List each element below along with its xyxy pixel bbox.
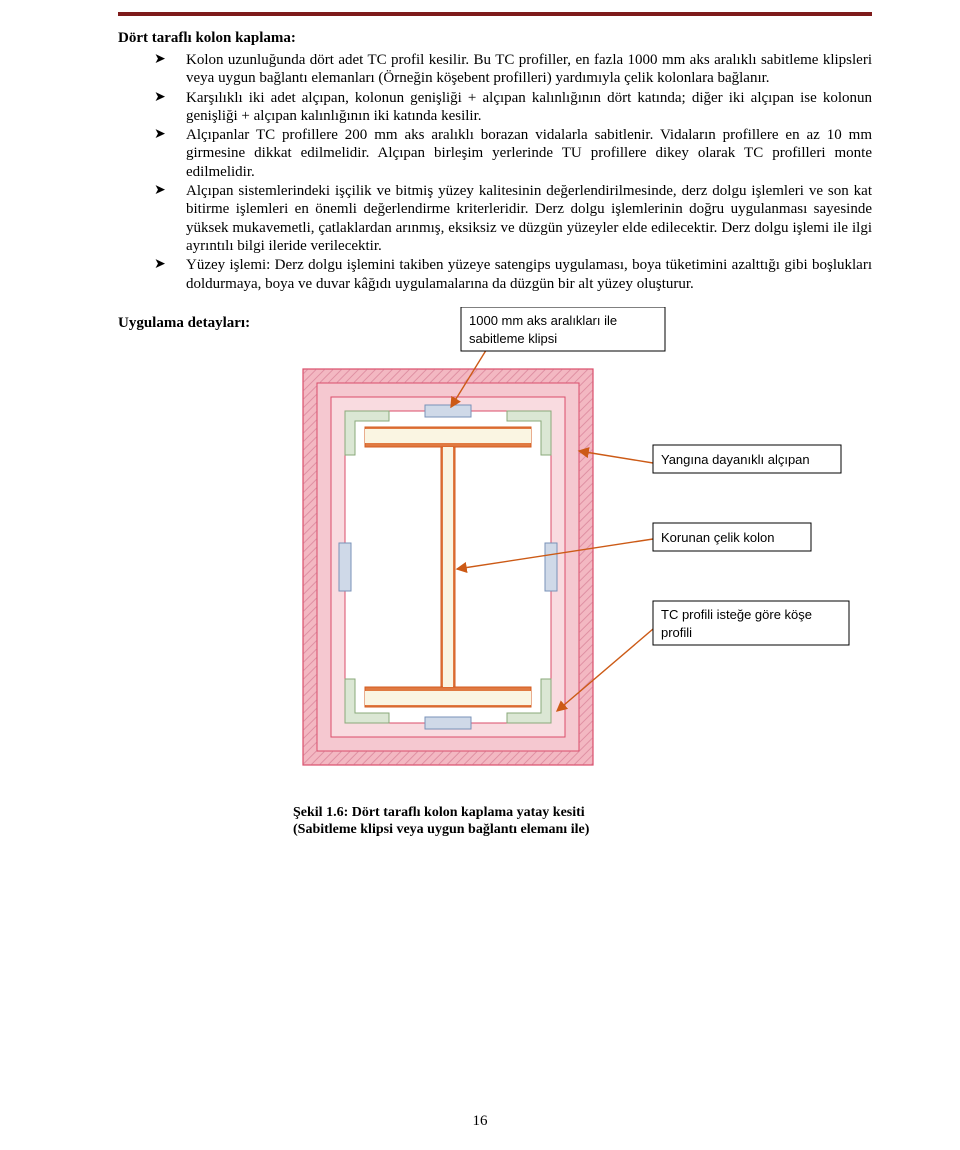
figure-wrapper: Uygulama detayları: (118, 307, 872, 792)
caption-line-1: Şekil 1.6: Dört taraflı kolon kaplama ya… (293, 805, 585, 820)
bullet-item: Alçıpanlar TC profillere 200 mm aks aral… (118, 126, 872, 181)
label-klips-2: sabitleme klipsi (469, 331, 557, 346)
top-rule (118, 12, 872, 16)
bullet-item: Alçıpan sistemlerindeki işçilik ve bitmi… (118, 182, 872, 255)
bullet-item: Yüzey işlemi: Derz dolgu işlemini takibe… (118, 256, 872, 293)
bullet-list: Kolon uzunluğunda dört adet TC profil ke… (118, 51, 872, 293)
section-heading: Dört taraflı kolon kaplama: (118, 30, 872, 47)
bullet-item: Kolon uzunluğunda dört adet TC profil ke… (118, 51, 872, 88)
caption-line-2: (Sabitleme klipsi veya uygun bağlantı el… (293, 822, 589, 837)
diagram-column: 1000 mm aks aralıkları ile sabitleme kli… (293, 307, 853, 792)
bullet-item: Karşılıklı iki adet alçıpan, kolonun gen… (118, 89, 872, 126)
label-kolon: Korunan çelik kolon (661, 530, 774, 545)
details-label: Uygulama detayları: (118, 307, 293, 332)
page-number: 16 (0, 1113, 960, 1130)
page: Dört taraflı kolon kaplama: Kolon uzunlu… (0, 0, 960, 1150)
figure-caption: Şekil 1.6: Dört taraflı kolon kaplama ya… (293, 804, 872, 839)
cross-section-diagram: 1000 mm aks aralıkları ile sabitleme kli… (293, 307, 853, 787)
label-klips-1: 1000 mm aks aralıkları ile (469, 313, 617, 328)
label-profil-2: profili (661, 625, 692, 640)
label-alcipan: Yangına dayanıklı alçıpan (661, 452, 810, 467)
label-profil-1: TC profili isteğe göre köşe (661, 607, 812, 622)
